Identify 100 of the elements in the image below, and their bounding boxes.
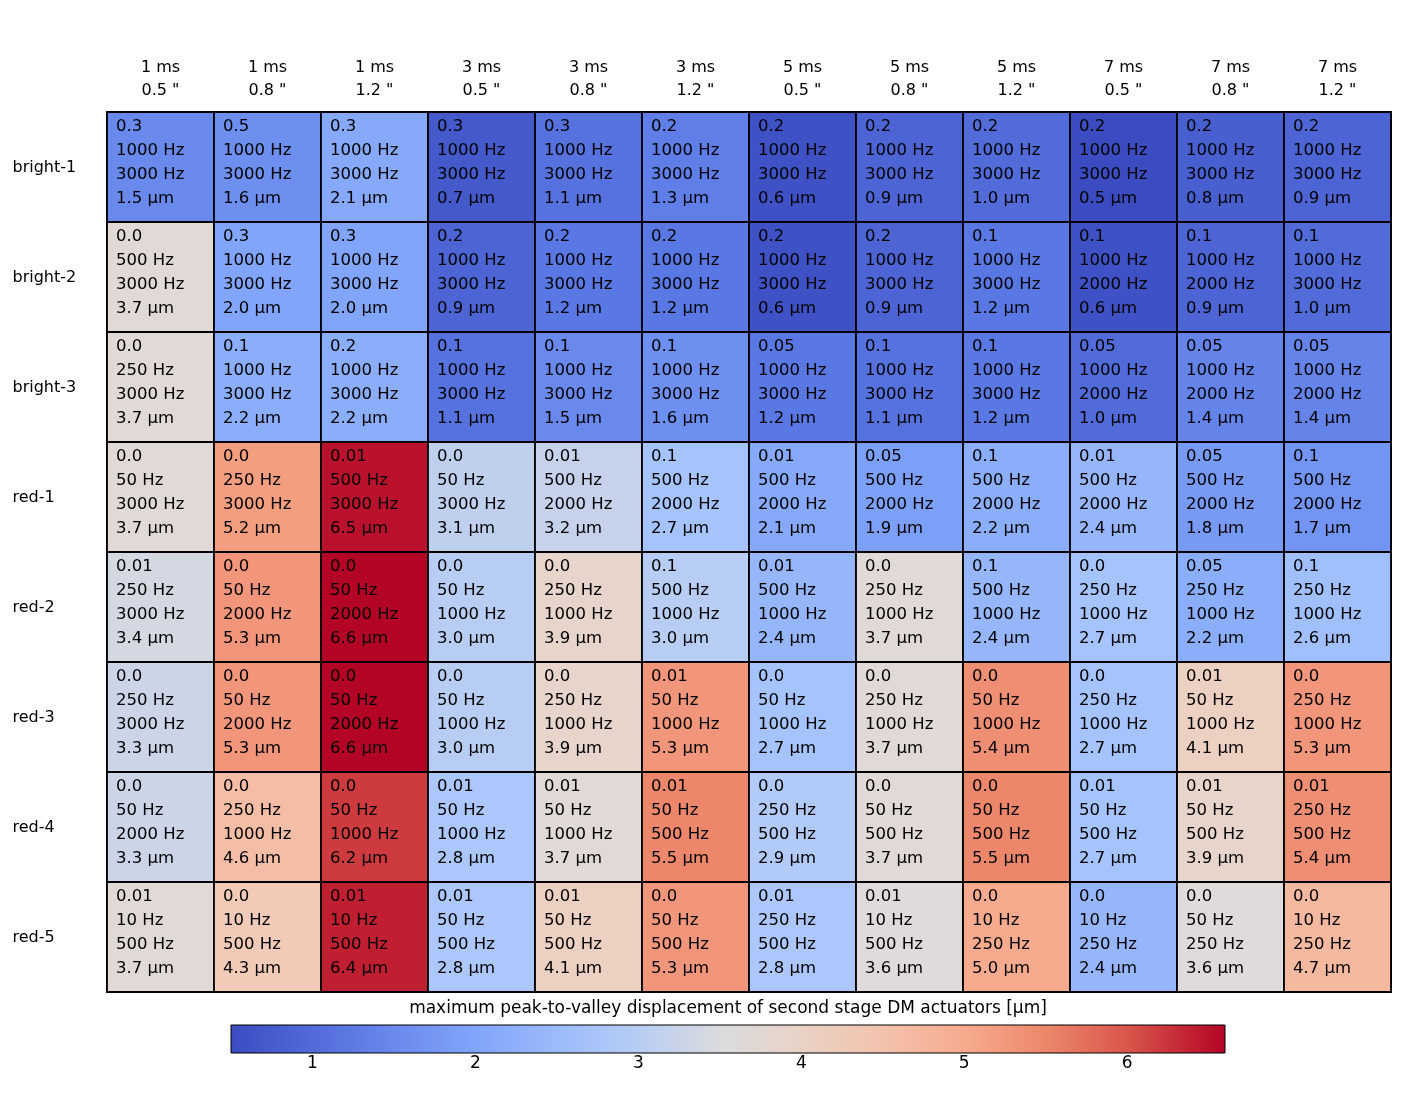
data-label: 0.1 500 Hz 1000 Hz 2.4 µm	[972, 556, 1041, 647]
data-label: 0.2 1000 Hz 3000 Hz 0.6 µm	[758, 116, 827, 207]
x-tick-label: 5 ms 1.2 "	[996, 56, 1037, 99]
data-label: 0.3 1000 Hz 3000 Hz 1.1 µm	[544, 116, 613, 207]
data-label: 0.01 10 Hz 500 Hz 3.7 µm	[116, 886, 175, 977]
data-label: 0.0 250 Hz 3000 Hz 3.7 µm	[116, 336, 185, 427]
data-label: 0.0 50 Hz 1000 Hz 2.7 µm	[758, 666, 827, 757]
data-label: 0.1 1000 Hz 3000 Hz 1.1 µm	[865, 336, 934, 427]
data-label: 0.0 50 Hz 2000 Hz 5.3 µm	[223, 666, 292, 757]
data-label: 0.1 250 Hz 1000 Hz 2.6 µm	[1293, 556, 1362, 647]
data-label: 0.05 500 Hz 2000 Hz 1.9 µm	[865, 446, 934, 537]
data-label: 0.0 50 Hz 1000 Hz 5.4 µm	[972, 666, 1041, 757]
data-label: 0.0 50 Hz 3000 Hz 3.1 µm	[437, 446, 506, 537]
data-label: 0.1 1000 Hz 3000 Hz 1.2 µm	[972, 226, 1041, 317]
data-label: 0.2 1000 Hz 3000 Hz 0.6 µm	[758, 226, 827, 317]
data-label: 0.2 1000 Hz 3000 Hz 1.2 µm	[544, 226, 613, 317]
data-label: 0.1 1000 Hz 3000 Hz 1.1 µm	[437, 336, 506, 427]
data-label: 0.0 250 Hz 1000 Hz 2.7 µm	[1079, 666, 1148, 757]
data-label: 0.01 50 Hz 500 Hz 2.7 µm	[1079, 776, 1138, 867]
data-label: 0.0 50 Hz 3000 Hz 3.7 µm	[116, 446, 185, 537]
data-label: 0.0 50 Hz 500 Hz 3.7 µm	[865, 776, 924, 867]
data-label: 0.1 500 Hz 2000 Hz 1.7 µm	[1293, 446, 1362, 537]
data-label: 0.0 250 Hz 1000 Hz 3.9 µm	[544, 666, 613, 757]
data-label: 0.01 50 Hz 1000 Hz 5.3 µm	[651, 666, 720, 757]
data-label: 0.0 250 Hz 1000 Hz 3.7 µm	[865, 666, 934, 757]
data-label: 0.2 1000 Hz 3000 Hz 0.9 µm	[865, 116, 934, 207]
data-label: 0.01 250 Hz 500 Hz 2.8 µm	[758, 886, 817, 977]
data-label: 0.0 50 Hz 1000 Hz 3.0 µm	[437, 666, 506, 757]
x-tick-label: 7 ms 1.2 "	[1317, 56, 1358, 99]
data-label: 0.0 50 Hz 500 Hz 5.5 µm	[972, 776, 1031, 867]
data-label: 0.05 1000 Hz 3000 Hz 1.2 µm	[758, 336, 827, 427]
data-label: 0.0 250 Hz 1000 Hz 5.3 µm	[1293, 666, 1362, 757]
x-tick-label: 3 ms 0.8 "	[568, 56, 609, 99]
x-tick-label: 5 ms 0.8 "	[889, 56, 930, 99]
data-label: 0.1 500 Hz 1000 Hz 3.0 µm	[651, 556, 720, 647]
x-tick-label: 3 ms 1.2 "	[675, 56, 716, 99]
y-tick-label: red-4	[12, 817, 55, 836]
data-label: 0.5 1000 Hz 3000 Hz 1.6 µm	[223, 116, 292, 207]
y-tick-label: bright-2	[12, 267, 77, 286]
data-label: 0.2 1000 Hz 3000 Hz 0.9 µm	[437, 226, 506, 317]
data-label: 0.3 1000 Hz 3000 Hz 2.0 µm	[330, 226, 399, 317]
data-label: 0.01 250 Hz 3000 Hz 3.4 µm	[116, 556, 185, 647]
data-label: 0.1 1000 Hz 3000 Hz 2.2 µm	[223, 336, 292, 427]
x-tick-label: 1 ms 0.8 "	[247, 56, 288, 99]
data-label: 0.05 1000 Hz 2000 Hz 1.4 µm	[1186, 336, 1255, 427]
y-tick-label: bright-3	[12, 377, 77, 396]
data-label: 0.2 1000 Hz 3000 Hz 1.3 µm	[651, 116, 720, 207]
data-label: 0.0 250 Hz 1000 Hz 3.7 µm	[865, 556, 934, 647]
color-bar-label: 1	[307, 1052, 318, 1072]
data-label: 0.1 1000 Hz 3000 Hz 1.0 µm	[1293, 226, 1362, 317]
data-label: 0.1 1000 Hz 3000 Hz 1.2 µm	[972, 336, 1041, 427]
data-label: 0.01 10 Hz 500 Hz 6.4 µm	[330, 886, 389, 977]
data-label: 0.01 500 Hz 1000 Hz 2.4 µm	[758, 556, 827, 647]
data-label: 0.01 500 Hz 2000 Hz 3.2 µm	[544, 446, 613, 537]
data-label: 0.0 50 Hz 1000 Hz 3.0 µm	[437, 556, 506, 647]
data-label: 0.0 250 Hz 3000 Hz 3.3 µm	[116, 666, 185, 757]
data-label: 0.05 500 Hz 2000 Hz 1.8 µm	[1186, 446, 1255, 537]
color-bar-label: 6	[1121, 1052, 1133, 1072]
data-label: 0.0 10 Hz 250 Hz 4.7 µm	[1293, 886, 1352, 977]
color-bar-title: maximum peak-to-valley displacement of second stage DM actuators [µm]	[409, 997, 1047, 1017]
data-label: 0.0 250 Hz 1000 Hz 4.6 µm	[223, 776, 292, 867]
data-label: 0.05 1000 Hz 2000 Hz 1.0 µm	[1079, 336, 1148, 427]
color-bar-label: 5	[958, 1052, 970, 1072]
data-label: 0.1 1000 Hz 3000 Hz 1.6 µm	[651, 336, 720, 427]
x-tick-label: 1 ms 0.5 "	[140, 56, 181, 99]
x-tick-label: 7 ms 0.8 "	[1210, 56, 1251, 99]
data-label: 0.01 50 Hz 500 Hz 4.1 µm	[544, 886, 603, 977]
data-label: 0.0 500 Hz 3000 Hz 3.7 µm	[116, 226, 185, 317]
data-label: 0.0 50 Hz 1000 Hz 6.2 µm	[330, 776, 399, 867]
data-label: 0.0 250 Hz 1000 Hz 3.9 µm	[544, 556, 613, 647]
data-label: 0.1 1000 Hz 3000 Hz 1.5 µm	[544, 336, 613, 427]
data-label: 0.3 1000 Hz 3000 Hz 2.1 µm	[330, 116, 399, 207]
x-tick-label: 1 ms 1.2 "	[354, 56, 395, 99]
data-label: 0.1 500 Hz 2000 Hz 2.7 µm	[651, 446, 720, 537]
y-tick-label: bright-1	[12, 157, 77, 176]
data-label: 0.01 50 Hz 500 Hz 3.9 µm	[1186, 776, 1245, 867]
data-label: 0.0 50 Hz 2000 Hz 6.6 µm	[330, 666, 399, 757]
data-label: 0.0 50 Hz 2000 Hz 3.3 µm	[116, 776, 185, 867]
data-label: 0.2 1000 Hz 3000 Hz 1.2 µm	[651, 226, 720, 317]
data-label: 0.01 500 Hz 2000 Hz 2.4 µm	[1079, 446, 1148, 537]
data-label: 0.3 1000 Hz 3000 Hz 0.7 µm	[437, 116, 506, 207]
y-tick-label: red-2	[12, 597, 55, 616]
data-label: 0.2 1000 Hz 3000 Hz 0.9 µm	[865, 226, 934, 317]
data-label: 0.01 50 Hz 1000 Hz 4.1 µm	[1186, 666, 1255, 757]
data-label: 0.0 10 Hz 500 Hz 4.3 µm	[223, 886, 282, 977]
x-tick-label: 7 ms 0.5 "	[1103, 56, 1144, 99]
data-label: 0.01 250 Hz 500 Hz 5.4 µm	[1293, 776, 1352, 867]
data-label: 0.2 1000 Hz 3000 Hz 0.9 µm	[1293, 116, 1362, 207]
data-label: 0.1 500 Hz 2000 Hz 2.2 µm	[972, 446, 1041, 537]
data-label: 0.0 10 Hz 250 Hz 5.0 µm	[972, 886, 1031, 977]
y-tick-label: red-5	[12, 927, 55, 946]
data-label: 0.01 500 Hz 2000 Hz 2.1 µm	[758, 446, 827, 537]
data-label: 0.2 1000 Hz 3000 Hz 2.2 µm	[330, 336, 399, 427]
data-label: 0.01 50 Hz 1000 Hz 2.8 µm	[437, 776, 506, 867]
x-tick-label: 3 ms 0.5 "	[461, 56, 502, 99]
data-label: 0.3 1000 Hz 3000 Hz 1.5 µm	[116, 116, 185, 207]
color-bar-label: 4	[795, 1052, 807, 1072]
data-label: 0.2 1000 Hz 3000 Hz 0.5 µm	[1079, 116, 1148, 207]
y-tick-label: red-3	[12, 707, 55, 726]
data-label: 0.01 10 Hz 500 Hz 3.6 µm	[865, 886, 924, 977]
